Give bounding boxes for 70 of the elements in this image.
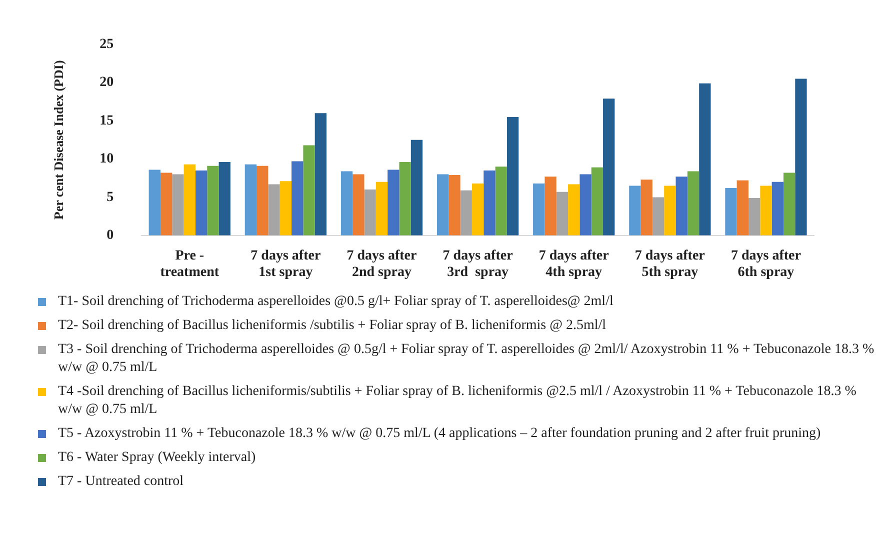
bar [795,78,807,236]
y-tick-label: 10 [100,152,114,167]
bar [352,174,364,236]
legend-label: T2- Soil drenching of Bacillus licheniformis /subtilis + Foliar spray of B. licheniformis @ 2.5ml/l [58,317,606,335]
bar [268,184,280,236]
bar [172,174,184,236]
bar [495,166,507,236]
x-tick-label: 7 days after 1st spray [250,248,321,280]
bar [699,83,711,236]
bar [629,186,641,236]
bar [603,98,615,236]
bar [460,190,472,236]
bar [448,175,460,236]
bar [506,116,519,236]
x-tick-label: 7 days after 2nd spray [346,248,417,280]
bar [195,170,208,236]
legend-label: T5 - Azoxystrobin 11 % + Tebuconazole 18.3 % w/w @ 0.75 ml/L (4 applications – 2 after foundation pruning and 2 after fruit pruning) [58,425,821,443]
bar [292,161,304,236]
bar [244,164,257,236]
bar [484,170,496,236]
bar [207,166,219,236]
bar [303,145,315,236]
x-tick-label: 7 days after 3rd spray [442,248,513,280]
bar [148,170,160,236]
bar [436,174,449,236]
bar [725,188,737,236]
bar [664,186,676,236]
y-tick-label: 25 [100,37,114,52]
legend-label: T4 -Soil drenching of Bacillus licheniformis/subtilis + Foliar spray of B. licheniformis @2.5 ml/l / Azoxystrobin 11 % + Tebuconazole 18.3 % w/w @ 0.75 ml/L [58,383,858,419]
y-tick-label: 0 [106,228,114,244]
x-tick-label: 7 days after 5th spray [634,248,705,280]
bar [340,171,353,236]
bar [640,180,652,236]
bar [556,192,568,236]
legend-label: T6 - Water Spray (Weekly interval) [58,449,256,467]
y-tick-label: 20 [100,75,114,90]
y-tick-label: 5 [106,190,114,205]
bar [652,197,664,236]
bar [544,176,556,236]
bar [736,180,748,236]
bar [376,182,388,236]
bar [748,198,760,236]
bar [364,190,376,236]
bar [568,184,580,236]
bar [184,164,196,236]
bar [410,140,423,236]
bar [160,172,172,236]
bar [314,113,327,236]
bar [760,186,772,236]
bar [783,172,796,236]
bar [772,182,784,236]
legend-label: T1- Soil drenching of Trichoderma asperelloides @0.5 g/l+ Foliar spray of T. asperelloides@ 2ml/l [58,293,614,311]
x-tick-label: Pre - treatment [160,248,220,280]
legend-label: T7 - Untreated control [58,473,184,491]
bar [533,183,545,236]
bar [687,171,700,236]
x-tick-label: 7 days after 4th spray [538,248,609,280]
bar [472,183,484,236]
bar [399,162,411,236]
bar [256,166,268,236]
bar [676,176,688,236]
legend-label: T3 - Soil drenching of Trichoderma asperelloides @ 0.5g/l + Foliar spray of T. asperelloides @ 2ml/l/ Azoxystrobin 11 % + Tebuconazole 18.3 % w/w @ 0.75 ml/L [58,341,876,377]
y-axis-title: Per cent Disease Index (PDI) [51,60,66,220]
bar [591,167,604,236]
bar [388,170,400,236]
bar [218,162,230,236]
bar [580,174,592,236]
y-tick-label: 15 [100,113,114,128]
x-tick-label: 7 days after 6th spray [730,248,801,280]
bar [280,181,292,236]
